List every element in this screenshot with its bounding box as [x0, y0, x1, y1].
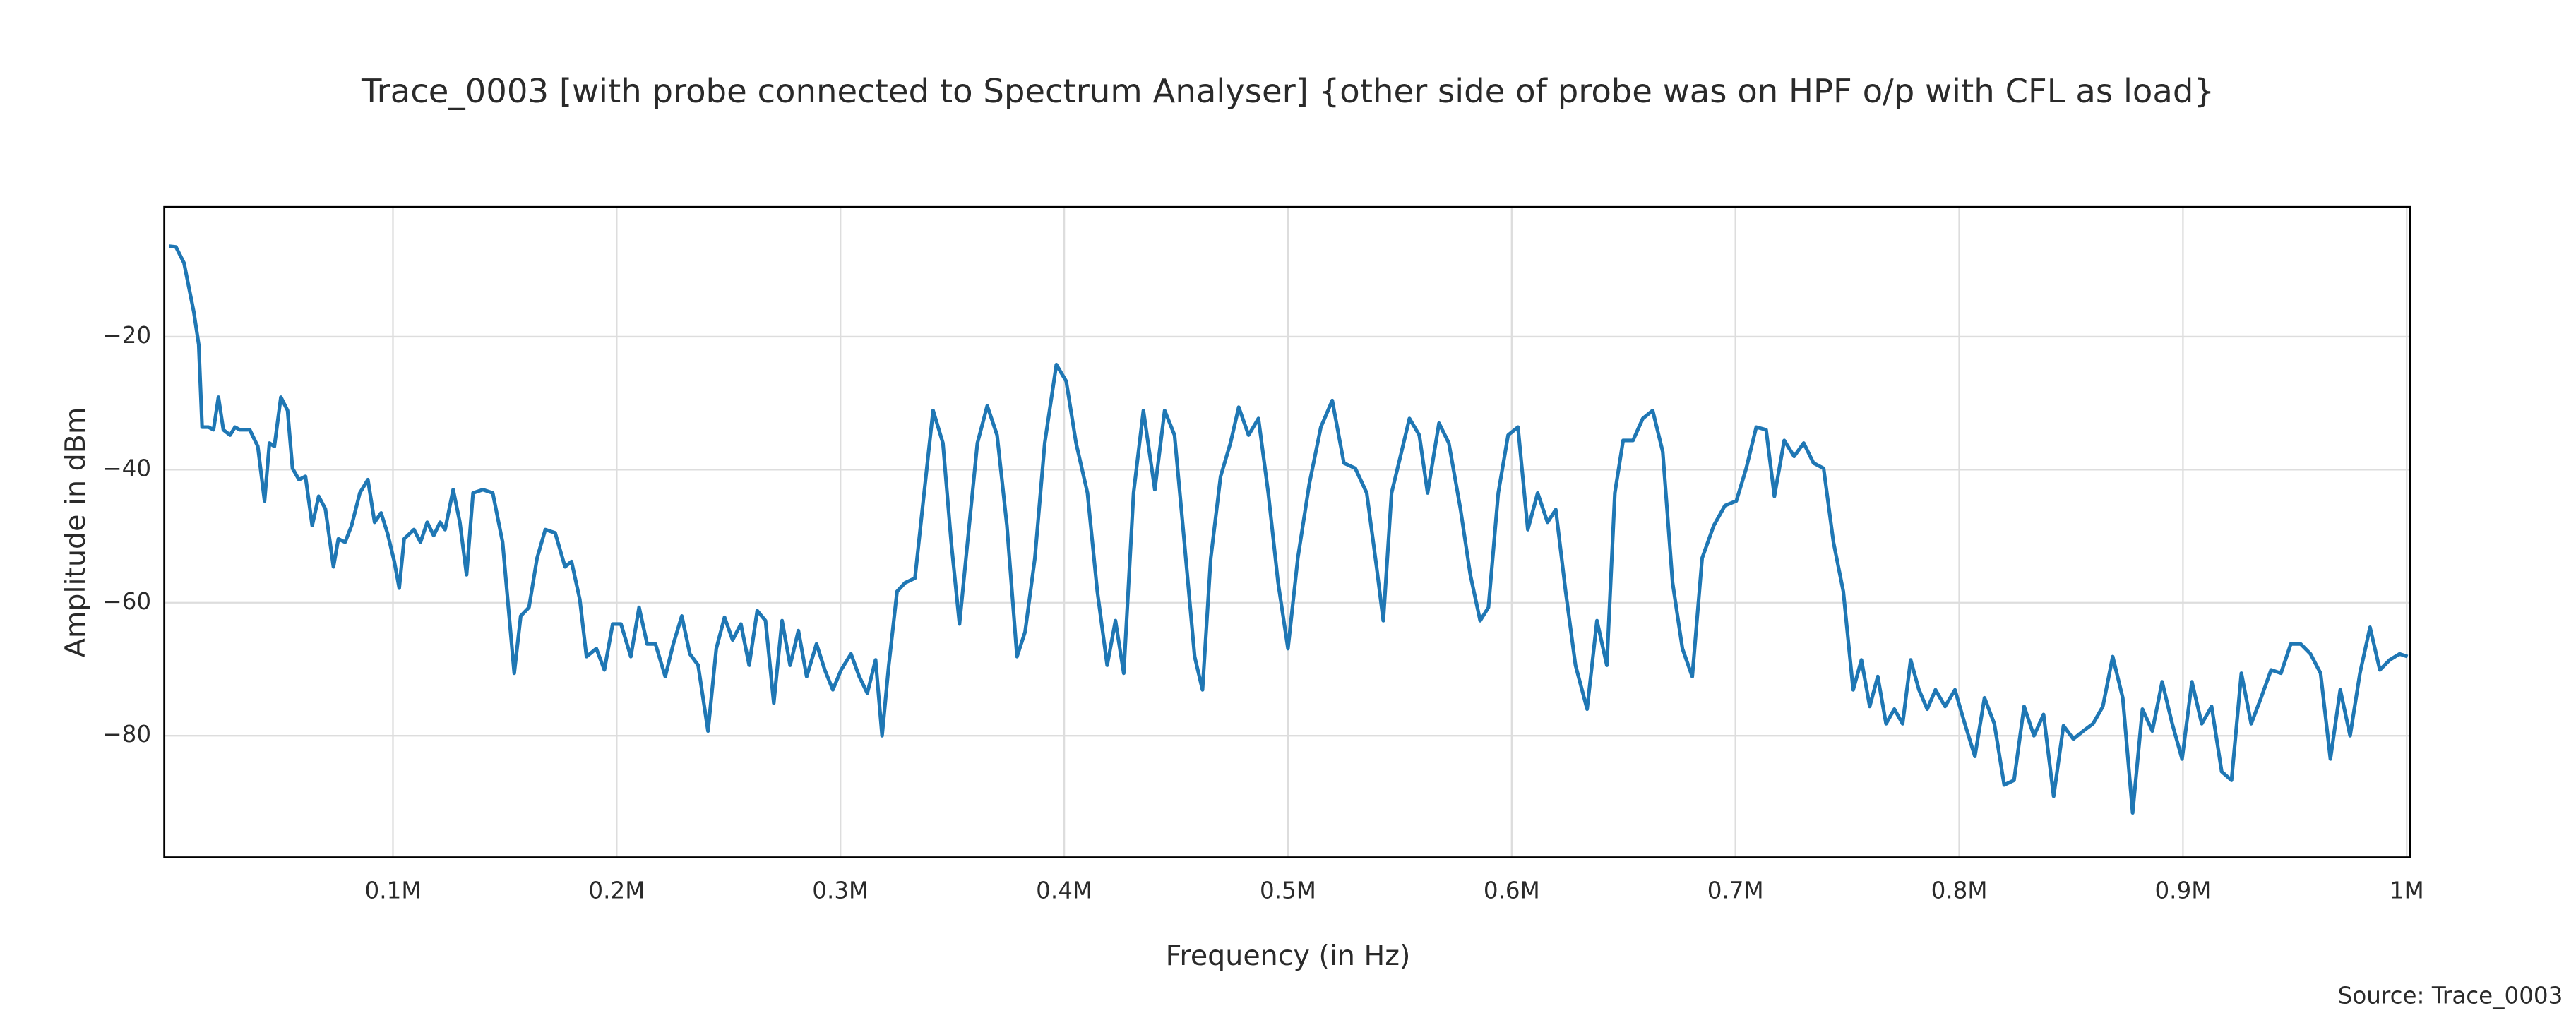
x-tick-label: 0.8M: [1931, 877, 1988, 904]
x-tick-label: 0.7M: [1707, 877, 1764, 904]
y-tick-label: −80: [102, 721, 151, 748]
x-tick-label: 1M: [2390, 877, 2424, 904]
plot-frame: [163, 205, 2411, 858]
x-tick-label: 0.4M: [1036, 877, 1092, 904]
x-tick-label: 0.6M: [1484, 877, 1540, 904]
x-tick-label: 0.3M: [812, 877, 869, 904]
y-tick-label: −40: [102, 455, 151, 481]
y-tick-label: −20: [102, 322, 151, 349]
x-tick-label: 0.9M: [2154, 877, 2211, 904]
source-annotation: Source: Trace_0003: [2338, 982, 2563, 1009]
y-tick-label: −60: [102, 588, 151, 615]
x-tick-label: 0.5M: [1260, 877, 1316, 904]
x-tick-label: 0.1M: [365, 877, 422, 904]
y-axis-title: Amplitude in dBm: [59, 407, 92, 658]
x-axis-title: Frequency (in Hz): [1166, 940, 1411, 972]
x-tick-label: 0.2M: [588, 877, 645, 904]
trace-line: [169, 244, 2409, 815]
chart-title: Trace_0003 [with probe connected to Spec…: [361, 72, 2214, 110]
plot-area: [169, 244, 2409, 815]
